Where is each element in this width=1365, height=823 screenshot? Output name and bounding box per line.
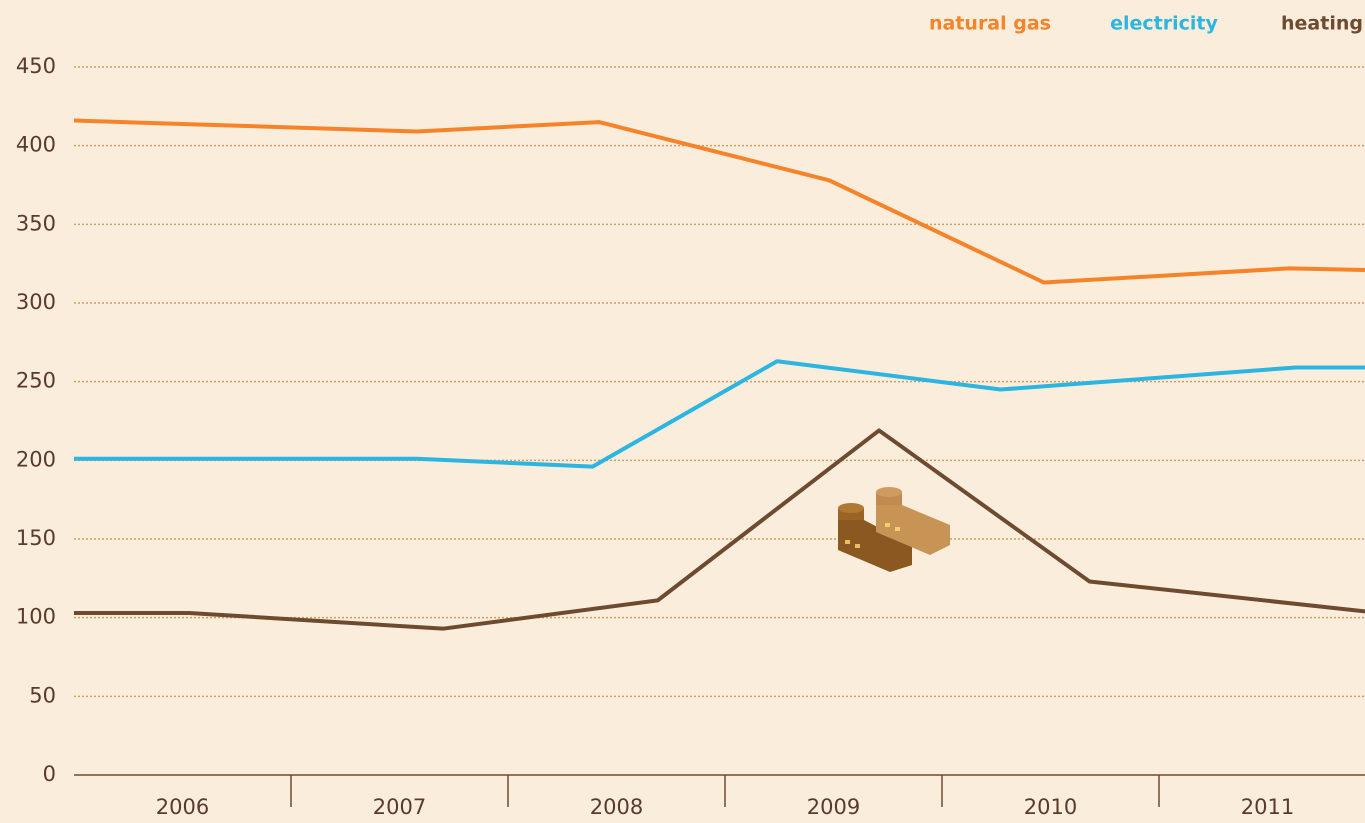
x-tick-label: 2006 <box>156 795 209 819</box>
x-tick-label: 2008 <box>590 795 643 819</box>
y-tick-label: 150 <box>16 526 56 550</box>
y-tick-label: 300 <box>16 290 56 314</box>
legend-label: natural gas <box>929 13 1051 35</box>
y-tick-label: 100 <box>16 605 56 629</box>
y-tick-label: 250 <box>16 369 56 393</box>
series-line <box>73 118 1365 285</box>
x-tick-label: 2007 <box>373 795 426 819</box>
legend-label: heating <box>1281 13 1363 35</box>
y-tick-label: 50 <box>29 683 56 707</box>
y-tick-label: 400 <box>16 133 56 157</box>
x-tick-label: 2009 <box>807 795 860 819</box>
series-line <box>74 428 1365 631</box>
y-tick-label: 350 <box>16 211 56 235</box>
x-tick-label: 2010 <box>1024 795 1077 819</box>
x-tick-label: 2011 <box>1241 795 1294 819</box>
y-tick-label: 450 <box>16 54 56 78</box>
series-line <box>74 359 1365 469</box>
y-tick-label: 0 <box>43 762 56 786</box>
y-tick-label: 200 <box>16 447 56 471</box>
factory-icon <box>838 487 950 572</box>
legend-label: electricity <box>1110 13 1218 35</box>
